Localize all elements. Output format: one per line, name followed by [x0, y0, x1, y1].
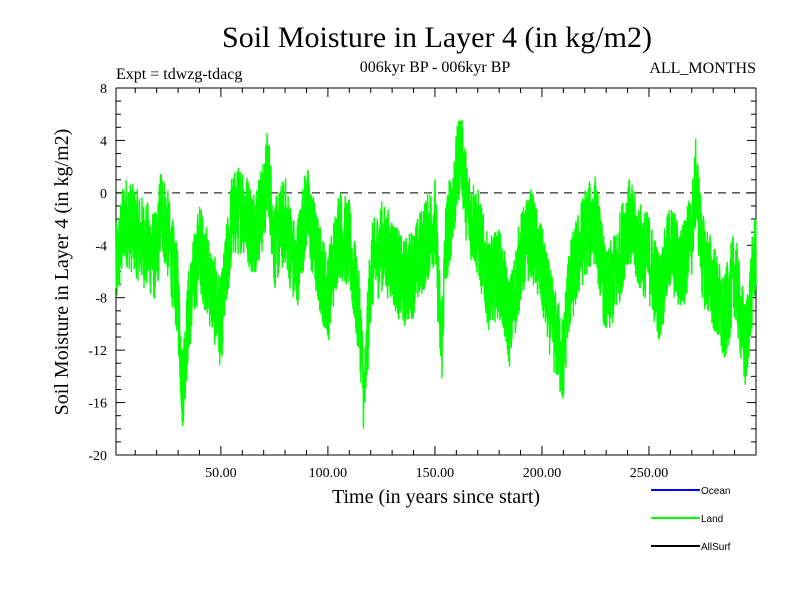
plot-area	[115, 87, 757, 456]
y-tick-label: -20	[88, 449, 107, 464]
y-tick-label: -12	[88, 344, 107, 359]
x-tick-label: 200.00	[523, 466, 562, 481]
y-tick-label: -16	[88, 397, 107, 412]
legend-allsurf-label: AllSurf	[701, 542, 731, 553]
x-axis-label: Time (in years since start)	[332, 486, 540, 508]
months-label: ALL_MONTHS	[649, 60, 756, 77]
legend-land-label: Land	[701, 514, 723, 525]
legend: Ocean Land AllSurf	[651, 486, 731, 553]
x-tick-label: 50.00	[205, 466, 237, 481]
legend-ocean-label: Ocean	[701, 486, 730, 497]
period-label: 006kyr BP - 006kyr BP	[360, 59, 511, 76]
y-tick-label: 8	[100, 82, 107, 97]
y-tick-labels: 8 4 0 -4 -8 -12 -16 -20	[88, 82, 107, 464]
x-tick-label: 150.00	[416, 466, 455, 481]
y-tick-label: -8	[95, 292, 107, 307]
experiment-label: Expt = tdwzg-tdacg	[116, 66, 242, 83]
y-tick-label: 4	[100, 134, 107, 149]
chart-title: Soil Moisture in Layer 4 (in kg/m2)	[222, 21, 652, 54]
land-series-line	[115, 119, 757, 429]
x-tick-label: 250.00	[630, 466, 669, 481]
y-tick-label: 0	[100, 187, 107, 202]
y-tick-label: -4	[95, 239, 107, 254]
y-axis-label: Soil Moisture in Layer 4 (in kg/m2)	[51, 129, 73, 416]
x-tick-labels: 50.00 100.00 150.00 200.00 250.00	[205, 466, 668, 481]
axis-ticks	[116, 87, 756, 456]
x-tick-label: 100.00	[309, 466, 348, 481]
